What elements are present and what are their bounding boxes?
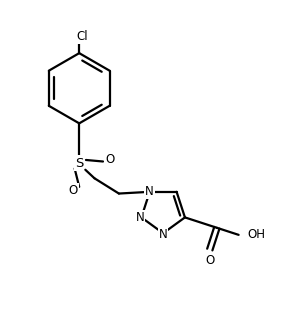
Text: N: N (145, 185, 154, 198)
Text: OH: OH (248, 228, 266, 241)
Text: Cl: Cl (76, 30, 88, 43)
Text: O: O (105, 153, 114, 166)
Text: O: O (68, 184, 78, 197)
Text: N: N (136, 211, 144, 224)
Text: S: S (75, 157, 83, 170)
Text: O: O (205, 254, 214, 267)
Text: N: N (159, 228, 168, 241)
